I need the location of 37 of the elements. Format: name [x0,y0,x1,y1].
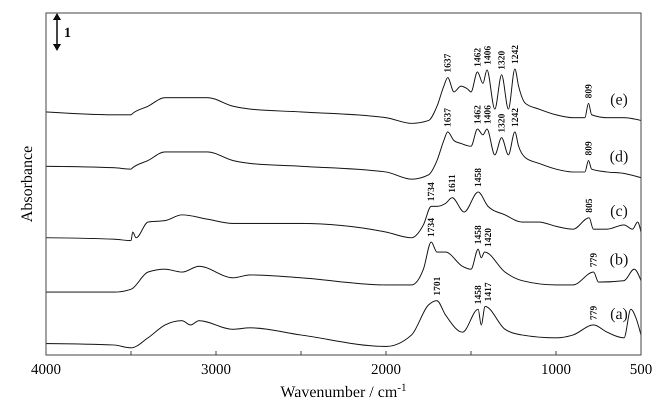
annotation: 1417 [484,282,494,302]
annotation: 1458 [474,168,484,188]
annotation: 1406 [483,104,494,124]
x-tick-label: 4000 [31,362,61,378]
annotation: 1242 [510,44,521,64]
annotation: 1611 [448,174,458,193]
text: 1 [64,26,71,41]
annotation: 809 [584,141,594,156]
series-label: (b) [610,252,628,269]
series-label: (c) [610,203,628,220]
annotation: 1320 [498,113,508,133]
x-tick-label: 2000 [371,362,401,378]
series-label: (a) [610,306,628,323]
annotation: 1462 [473,104,484,124]
y-axis-title: Absorbance [19,146,36,222]
annotation: 1406 [483,46,494,65]
x-tick-label: 500 [630,362,652,378]
annotation: 1320 [498,50,508,70]
annotation: 1637 [444,53,454,73]
annotation: 1242 [510,108,521,127]
x-axis-title: Wavenumber / cm$^{-1}$ [280,382,407,401]
annotation: 809 [584,84,594,98]
annotation: 1420 [484,228,494,248]
annotation: 779 [590,305,600,320]
annotation: 779 [590,252,600,268]
annotation: 1458 [474,224,484,244]
series-label: (e) [610,92,628,109]
annotation: 1701 [432,276,443,296]
annotation: 1734 [427,218,438,238]
series-label: (d) [610,148,628,166]
annotation: 1734 [427,182,438,202]
annotation: 1462 [473,48,484,67]
x-tick-label: 1000 [541,362,571,378]
annotation: 1458 [474,284,484,304]
x-tick-label: 3000 [201,362,231,378]
annotation: 805 [585,198,596,213]
annotation: 1637 [444,108,454,127]
